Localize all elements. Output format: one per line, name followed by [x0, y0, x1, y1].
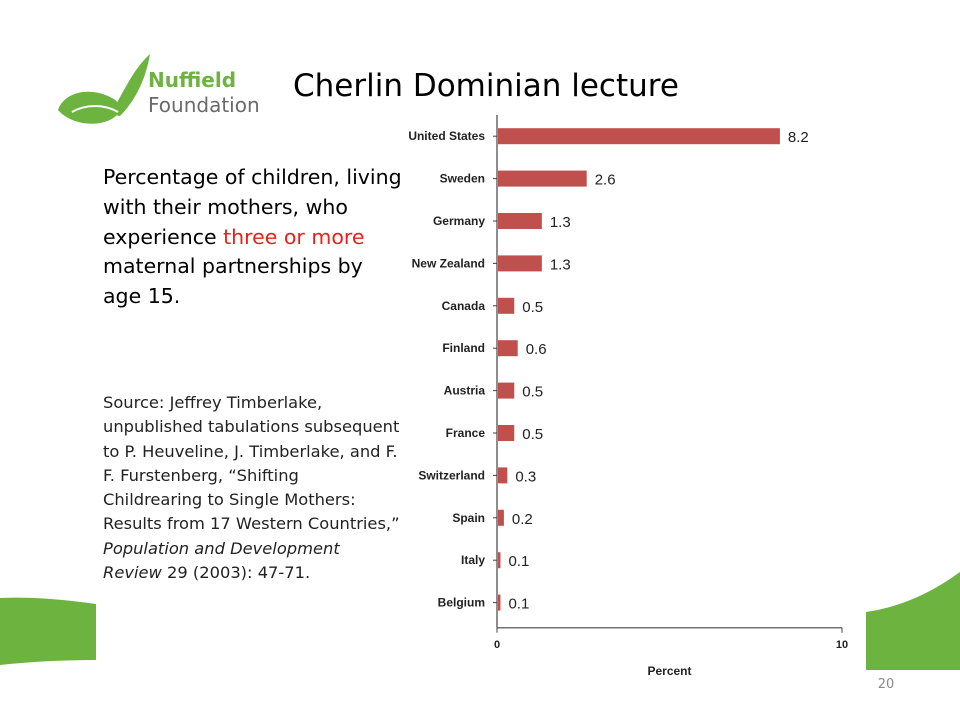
data-label: 2.6 — [595, 172, 616, 189]
description-text-end: maternal partnerships by age 15. — [103, 254, 363, 309]
bar — [498, 425, 515, 441]
category-label: Germany — [433, 214, 485, 228]
data-label: 0.1 — [508, 553, 529, 570]
data-label: 0.6 — [526, 341, 547, 358]
bar — [498, 170, 587, 187]
description-text: Percentage of children, living with thei… — [103, 165, 402, 249]
left-green-shape — [0, 597, 96, 665]
source-journal: Population and Development Review — [103, 538, 340, 583]
chart-description: Percentage of children, living with thei… — [103, 163, 403, 312]
logo-text-foundation: Foundation — [148, 93, 260, 117]
data-label: 1.3 — [550, 214, 571, 231]
right-green-shape — [866, 572, 960, 670]
category-label: France — [446, 426, 486, 440]
bar — [498, 255, 542, 272]
data-label: 0.5 — [522, 384, 543, 401]
x-tick-label: 10 — [836, 639, 848, 651]
logo-text-nuffield: Nuffield — [148, 68, 237, 92]
description-highlight: three or more — [223, 224, 365, 249]
source-citation: Source: Jeffrey Timberlake, unpublished … — [103, 391, 403, 585]
category-label: New Zealand — [412, 256, 485, 270]
category-label: United States — [408, 129, 485, 143]
data-label: 0.5 — [522, 426, 543, 443]
category-label: Italy — [461, 553, 485, 567]
category-label: Canada — [442, 299, 486, 313]
bar — [498, 340, 518, 357]
bar — [498, 467, 508, 484]
data-label: 0.5 — [522, 299, 543, 316]
data-label: 8.2 — [788, 129, 809, 146]
bar — [498, 213, 542, 229]
bar-chart: United States 8.2 Sweden 2.6 Germany 1.3 New Z… — [408, 115, 848, 678]
content-panel — [96, 118, 866, 693]
category-label: Switzerland — [418, 468, 485, 482]
category-label: Sweden — [440, 172, 485, 186]
x-axis-label: Percent — [647, 664, 691, 678]
bar — [498, 128, 780, 145]
data-label: 0.2 — [512, 511, 533, 528]
leaf-icon — [58, 54, 150, 124]
category-label: Finland — [442, 341, 485, 355]
data-label: 1.3 — [550, 256, 571, 273]
source-text: Source: Jeffrey Timberlake, unpublished … — [103, 393, 400, 534]
source-text-end: 29 (2003): 47-71. — [161, 563, 311, 583]
bar — [498, 297, 515, 314]
category-label: Austria — [444, 384, 486, 398]
category-label: Spain — [452, 511, 485, 525]
slide-title: Cherlin Dominian lecture — [293, 68, 679, 104]
bar — [498, 382, 515, 399]
bar — [498, 509, 504, 526]
data-label: 0.3 — [515, 468, 536, 485]
nuffield-logo: Nuffield Foundation — [50, 48, 280, 130]
x-tick-label: 0 — [494, 639, 500, 651]
bar — [498, 594, 501, 611]
data-label: 0.1 — [508, 596, 529, 613]
bar — [498, 552, 501, 569]
page-number: 20 — [877, 677, 895, 692]
category-label: Belgium — [438, 596, 485, 610]
